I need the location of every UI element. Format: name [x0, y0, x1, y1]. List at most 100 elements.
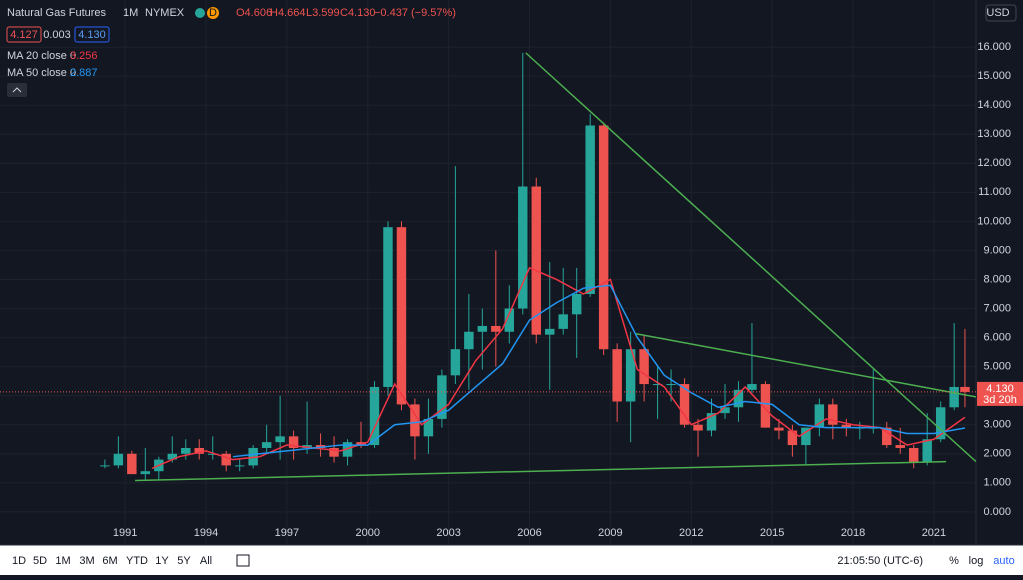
candle-body	[531, 186, 541, 335]
range-button[interactable]: 1D	[12, 555, 26, 567]
candle-body	[464, 331, 474, 350]
ma-line	[151, 266, 966, 469]
x-tick-label: 1991	[113, 527, 137, 539]
x-tick-label: 1994	[194, 527, 218, 539]
legend-name: MA 20 close 0	[7, 50, 76, 62]
last-price-box	[977, 381, 1023, 406]
legend-value: 2.887	[70, 67, 98, 79]
x-tick-label: 2000	[356, 527, 380, 539]
range-button[interactable]: 6M	[102, 555, 117, 567]
candle-body	[234, 465, 245, 467]
candle-body	[922, 439, 932, 463]
y-tick-label: 1.000	[983, 477, 1011, 489]
candle-body	[194, 447, 204, 454]
candle-body	[410, 404, 420, 437]
x-tick-label: 2006	[517, 527, 541, 539]
candle-body	[706, 413, 717, 431]
y-tick-label: 10.000	[977, 215, 1011, 227]
y-tick-label: 2.000	[983, 448, 1011, 460]
candle-body	[960, 386, 970, 392]
collapse-icon	[12, 87, 22, 93]
legend-name: MA 50 close 0	[7, 67, 76, 79]
bid: 4.127	[10, 29, 38, 41]
candle-body	[571, 293, 582, 315]
trendline	[525, 52, 976, 463]
range-button[interactable]: 5Y	[177, 555, 191, 567]
status-dot	[195, 8, 205, 18]
candle-body	[140, 471, 151, 475]
candle-body	[261, 442, 272, 448]
x-tick-label: 2015	[760, 527, 784, 539]
log[interactable]: log	[969, 555, 984, 567]
y-tick-label: 3.000	[983, 419, 1011, 431]
y-tick-label: 11.000	[978, 186, 1011, 198]
candle-body	[801, 427, 811, 446]
candle-body	[329, 447, 339, 457]
ask-box	[74, 26, 110, 43]
ohlc-low: L3.599	[306, 7, 340, 19]
ohlc-open: O4.606	[236, 7, 272, 19]
bottom-bar	[0, 545, 1023, 575]
candle-body	[639, 349, 649, 385]
candle-body	[760, 384, 771, 428]
candle-body	[585, 125, 595, 294]
y-tick-label: 0.000	[983, 506, 1011, 518]
candle-body	[504, 308, 515, 332]
candle-body	[208, 453, 218, 455]
currency: USD	[986, 7, 1009, 19]
candle-body	[787, 430, 798, 446]
source-badge-bg	[207, 7, 219, 19]
range-button[interactable]: YTD	[126, 555, 148, 567]
candle-body	[909, 447, 919, 463]
range-button[interactable]: 1M	[55, 555, 70, 567]
source-badge: D	[209, 7, 217, 19]
y-tick-label: 13.000	[977, 128, 1011, 140]
auto[interactable]: auto	[993, 555, 1014, 567]
candle-body	[558, 314, 568, 329]
candle-body	[221, 453, 231, 466]
countdown: 3d 20h	[983, 394, 1017, 406]
range-button[interactable]: 3M	[79, 555, 94, 567]
ma-line	[232, 284, 966, 458]
candle-body	[598, 125, 609, 350]
candle-body	[774, 427, 784, 431]
candle-body	[693, 424, 703, 431]
candle-body	[814, 404, 825, 428]
candle-body	[666, 384, 676, 386]
range-button[interactable]: All	[200, 555, 212, 567]
symbol: Natural Gas Futures	[7, 7, 107, 19]
candle-body	[733, 389, 744, 408]
x-tick-label: 2018	[841, 527, 865, 539]
y-tick-label: 15.000	[977, 70, 1011, 82]
candle-body	[181, 447, 191, 454]
percent[interactable]: %	[949, 555, 959, 567]
x-tick-label: 1997	[275, 527, 299, 539]
trendline	[635, 333, 976, 398]
candle-body	[288, 436, 299, 448]
y-tick-label: 7.000	[983, 302, 1011, 314]
candle-body	[167, 453, 178, 460]
ohlc-close: C4.130	[340, 7, 375, 19]
date-icon[interactable]	[236, 554, 250, 567]
x-tick-label: 2021	[922, 527, 946, 539]
toolbar: 1D 5D 1M 3M 6M YTD 1Y 5Y All 21:05:50 (UTC-6)% log…	[12, 554, 1015, 567]
last-price-label: 4.130	[986, 383, 1014, 395]
plot	[0, 0, 976, 545]
legend-value: 3.256	[70, 50, 98, 62]
candle-body	[518, 186, 528, 309]
candle-body	[841, 424, 852, 428]
clock: 21:05:50 (UTC-6)	[837, 555, 923, 567]
candle-body	[949, 386, 959, 408]
collapse-button[interactable]	[7, 83, 27, 97]
candle-body	[113, 453, 124, 466]
range-button[interactable]: 1Y	[155, 555, 169, 567]
y-tick-label: 6.000	[983, 331, 1011, 343]
x-tick-label: 2009	[598, 527, 622, 539]
ask: 4.130	[78, 29, 106, 41]
currency-box[interactable]	[985, 4, 1017, 22]
range-button[interactable]: 5D	[33, 555, 47, 567]
candle-body	[383, 227, 393, 387]
candle-body	[652, 384, 663, 386]
x-tick-label: 2012	[679, 527, 703, 539]
